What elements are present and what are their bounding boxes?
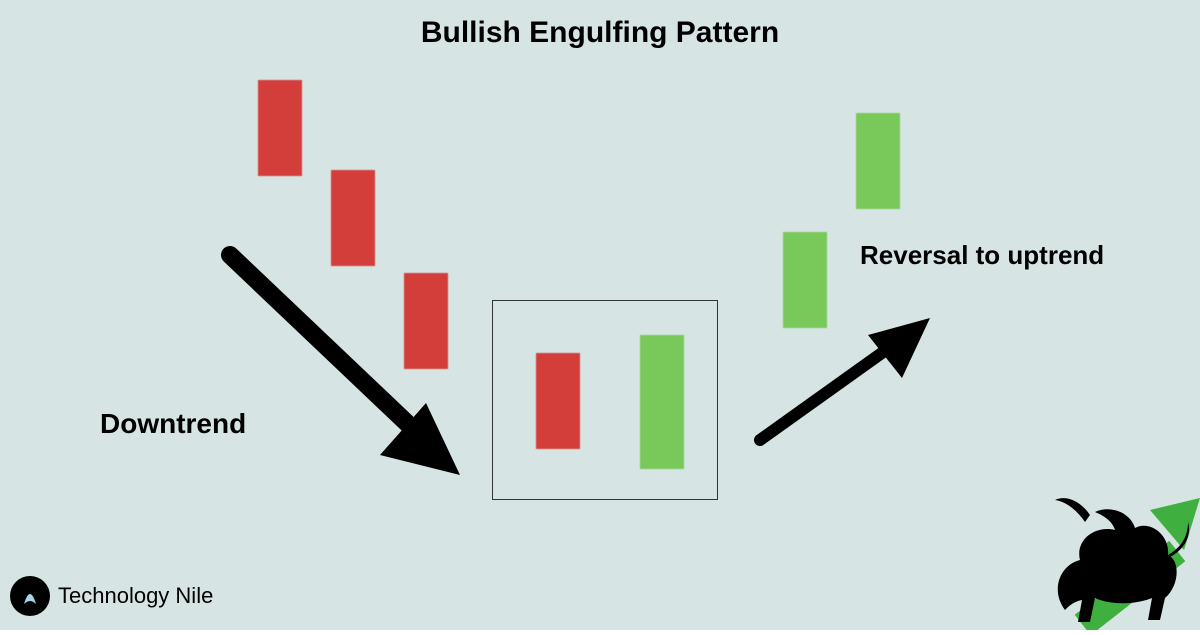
bull-market-icon [1040,480,1200,630]
uptrend-arrow-icon [740,300,950,460]
page-title: Bullish Engulfing Pattern [421,16,779,50]
diagram-canvas: Bullish Engulfing Pattern Downtrend Reve… [0,0,1200,630]
downtrend-label: Downtrend [100,408,246,440]
brand-logo-icon [10,576,50,616]
downtrend-arrow-icon [200,235,490,495]
candle-green-3 [856,113,900,209]
reversal-label: Reversal to uptrend [860,240,1104,271]
candle-red-1 [258,80,302,176]
engulfing-box [492,300,718,500]
brand: Technology Nile [10,576,213,616]
brand-text: Technology Nile [58,583,213,609]
